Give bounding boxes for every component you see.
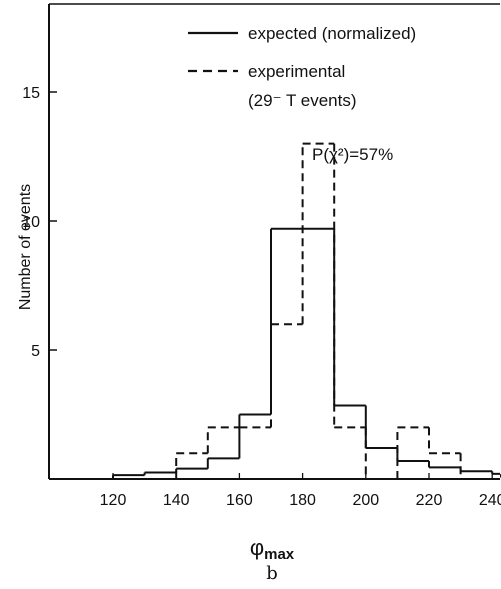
series-experimental xyxy=(175,142,493,480)
x-tick-label: 120 xyxy=(100,492,127,509)
y-axis-label: Number of events xyxy=(17,184,34,310)
y-tick-label: 5 xyxy=(31,343,40,360)
legend-label-expected: expected (normalized) xyxy=(248,24,416,43)
x-axis-label-symbol: φ xyxy=(250,535,264,560)
panel-label: b xyxy=(266,563,278,584)
x-tick-label: 200 xyxy=(352,492,379,509)
x-axis-label-subscript: max xyxy=(264,546,295,563)
legend: expected (normalized) experimental (29⁻ … xyxy=(188,24,416,110)
y-tick-label: 10 xyxy=(22,214,40,231)
x-tick-label: 140 xyxy=(163,492,190,509)
legend-sub-note: (29⁻ T events) xyxy=(248,91,357,110)
y-tick-label: 15 xyxy=(22,85,40,102)
x-tick-label: 160 xyxy=(226,492,253,509)
x-tick-label: 220 xyxy=(416,492,443,509)
series-layer xyxy=(112,142,501,480)
tick-labels: 51015120140160180200220240260280 xyxy=(22,85,501,509)
x-tick-label: 180 xyxy=(289,492,316,509)
x-axis-label: φmax xyxy=(250,535,295,563)
chi-square-annotation: P(χ²)=57% xyxy=(312,145,393,164)
legend-label-experimental: experimental xyxy=(248,62,345,81)
axes xyxy=(48,3,500,480)
series-expected xyxy=(112,227,501,479)
x-tick-label: 240 xyxy=(479,492,501,509)
